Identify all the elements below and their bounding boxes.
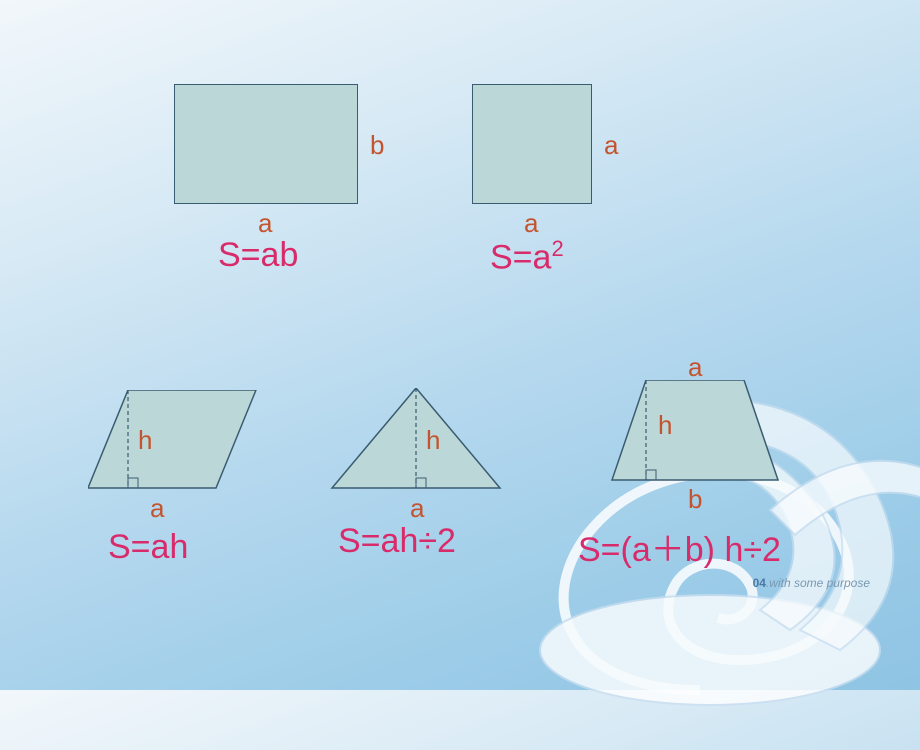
trapezoid-formula: S=(a＋b) h÷2 (578, 522, 781, 571)
square-formula-base: S=a (490, 238, 551, 276)
triangle-label-a: a (410, 493, 424, 524)
trapezoid-label-top: a (688, 352, 702, 383)
trapezoid-label-bottom: b (688, 484, 702, 515)
rectangle-shape (174, 84, 358, 204)
trapezoid-label-h: h (658, 410, 672, 441)
triangle-formula: S=ah÷2 (338, 522, 456, 561)
square-formula: S=a2 (490, 236, 564, 277)
triangle-shape (330, 388, 502, 490)
rectangle-label-a: a (258, 208, 272, 239)
slide-caption: 04.with some purpose (753, 576, 870, 590)
parallelogram-label-h: h (138, 425, 152, 456)
square-label-right: a (604, 130, 618, 161)
triangle-label-h: h (426, 425, 440, 456)
parallelogram-label-a: a (150, 493, 164, 524)
trapezoid-shape (610, 380, 780, 482)
square-label-bottom: a (524, 208, 538, 239)
square-formula-exp: 2 (551, 236, 563, 261)
rectangle-label-b: b (370, 130, 384, 161)
rectangle-formula: S=ab (218, 236, 298, 275)
parallelogram-shape (88, 390, 258, 490)
square-shape (472, 84, 592, 204)
parallelogram-formula: S=ah (108, 528, 188, 567)
